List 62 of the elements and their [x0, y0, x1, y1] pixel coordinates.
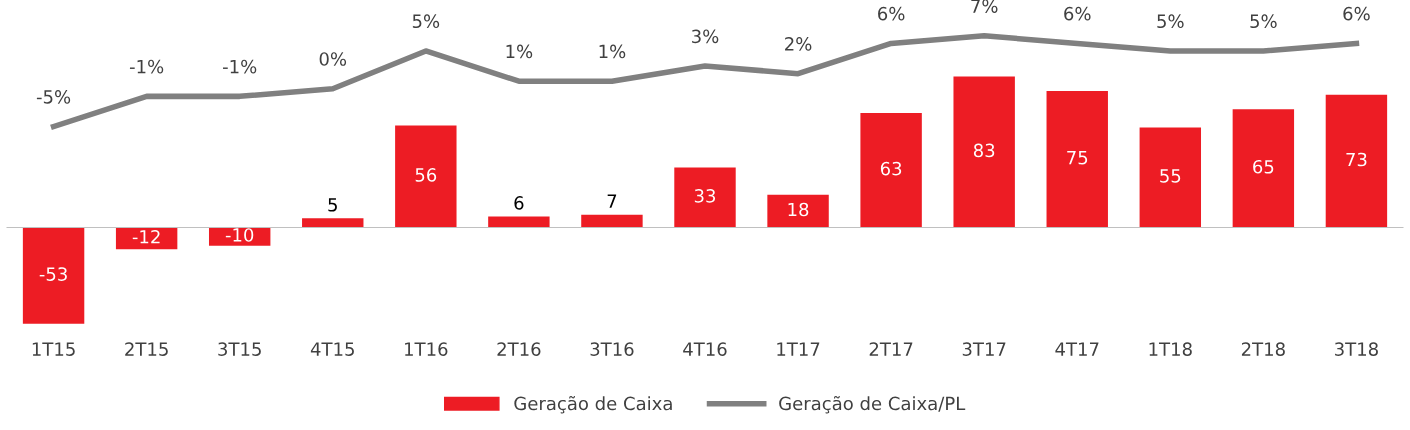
data-label: 0% [319, 52, 347, 66]
x-tick-label: 1T16 [405, 342, 448, 356]
bar [302, 218, 364, 228]
bar [674, 167, 736, 228]
bar [953, 76, 1015, 228]
legend-label: Geração de Caixa/PL [779, 395, 966, 414]
data-label: 18 [788, 202, 809, 217]
data-label: -1% [223, 59, 257, 74]
bar [22, 227, 85, 324]
data-label: 1% [599, 44, 626, 59]
data-label: 7 [607, 194, 617, 208]
x-tick-label: 4T17 [1055, 342, 1099, 356]
x-tick-label: 3T18 [1335, 342, 1378, 356]
data-label: -1% [129, 59, 164, 74]
data-label: 2% [785, 37, 812, 51]
data-label: 73 [1346, 152, 1367, 167]
bar [395, 125, 457, 228]
x-tick-label: 4T16 [683, 342, 727, 356]
data-label: 56 [415, 168, 437, 182]
data-label: -53 [39, 267, 67, 281]
x-tick-label: 3T17 [962, 342, 1006, 356]
x-tick-label: 1T18 [1149, 342, 1192, 356]
data-label: 6% [1064, 6, 1091, 21]
data-label: 33 [694, 189, 716, 203]
data-label: 3% [692, 29, 719, 44]
bar [1325, 94, 1388, 228]
bar [767, 194, 829, 228]
data-label: 63 [880, 161, 902, 176]
bar [1046, 91, 1108, 228]
data-label: 1% [506, 44, 533, 59]
bar [488, 216, 550, 228]
x-tick-label: 3T16 [590, 342, 634, 356]
bar [1232, 109, 1295, 228]
x-tick-label: 3T15 [218, 342, 261, 356]
data-label: 65 [1253, 159, 1274, 174]
bar [208, 227, 271, 246]
x-tick-label: 2T18 [1241, 342, 1285, 356]
data-label: 6% [878, 6, 905, 21]
bar [860, 112, 922, 228]
data-label: 83 [973, 143, 995, 158]
legend-label: Geração de Caixa [514, 395, 672, 414]
data-label: 75 [1067, 151, 1088, 165]
x-tick-label: 1T15 [32, 342, 75, 356]
x-tick-label: 2T16 [497, 342, 541, 356]
x-tick-label: 2T17 [869, 342, 913, 356]
x-tick-label: 4T15 [310, 342, 354, 356]
data-label: 5% [1157, 14, 1184, 29]
data-label: 55 [1160, 169, 1181, 183]
bar [1139, 127, 1202, 228]
bar [115, 227, 178, 250]
data-label: -12 [132, 229, 160, 244]
data-label: 5% [1250, 14, 1277, 29]
x-tick-label: 1T17 [777, 342, 820, 356]
data-label: 6% [1343, 6, 1370, 21]
data-label: 6 [514, 196, 524, 210]
data-label: -5% [36, 90, 71, 104]
x-tick-label: 2T15 [125, 342, 168, 356]
bar [581, 214, 643, 228]
data-label: 5% [412, 14, 440, 29]
data-label: 5 [328, 198, 337, 212]
data-label: -10 [225, 228, 254, 242]
data-label: 7% [971, 0, 998, 13]
